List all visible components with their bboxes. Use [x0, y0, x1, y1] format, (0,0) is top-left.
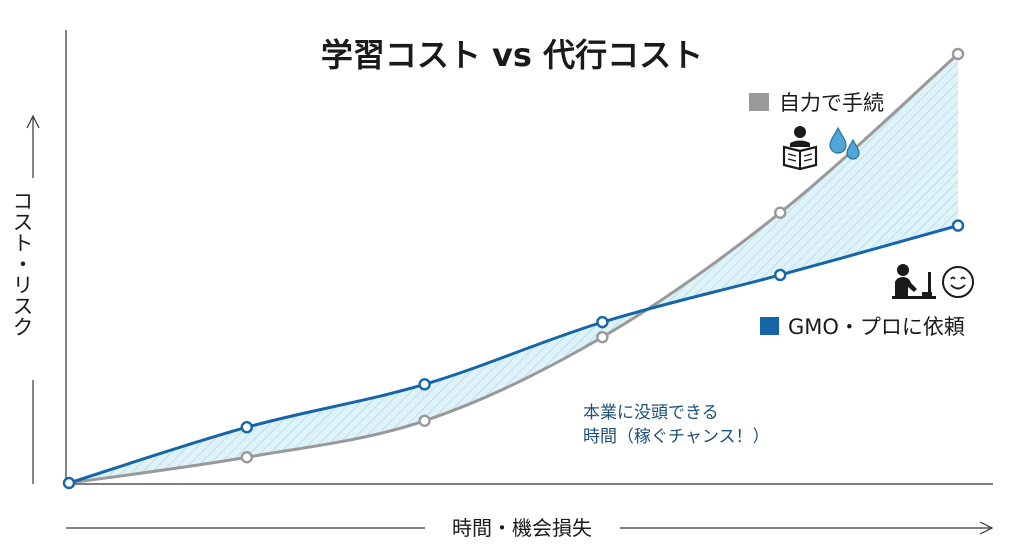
legend-swatch-self	[749, 93, 769, 111]
person-reading-book-icon	[782, 126, 818, 171]
x-axis-arrow	[66, 521, 994, 535]
data-point-pro-5	[951, 219, 965, 232]
data-point-pro-0	[62, 476, 76, 490]
data-point-self-2	[418, 414, 431, 427]
y-axis-label: コスト・リスク	[10, 190, 34, 337]
y-axis-arrow	[26, 114, 40, 484]
legend-label-self: 自力で手続	[779, 91, 884, 115]
smile-face-icon	[942, 266, 974, 298]
data-point-pro-1	[240, 421, 254, 434]
annotation-line-2: 時間（稼ぐチャンス！）	[583, 427, 770, 447]
data-point-self-4	[774, 206, 787, 219]
difference-area	[69, 54, 958, 483]
chart-title: 学習コスト vs 代行コスト	[321, 36, 703, 74]
annotation-line-1: 本業に没頭できる	[583, 403, 719, 423]
data-point-pro-3	[596, 315, 609, 329]
series-line-pro	[68, 224, 959, 485]
series-line-self	[68, 52, 959, 485]
data-point-self-3	[596, 330, 609, 344]
sweat-drops-icon	[829, 126, 860, 160]
data-point-self-1	[240, 451, 254, 464]
data-point-pro-4	[774, 268, 787, 282]
x-axis-label: 時間・機会損失	[452, 516, 592, 540]
series-layer	[62, 47, 965, 490]
legend-swatch-pro	[760, 317, 779, 335]
data-point-pro-2	[418, 378, 431, 391]
legend-label-pro: GMO・プロに依頼	[788, 315, 965, 339]
data-point-self-5	[951, 47, 965, 61]
person-at-desk-icon	[892, 264, 936, 299]
